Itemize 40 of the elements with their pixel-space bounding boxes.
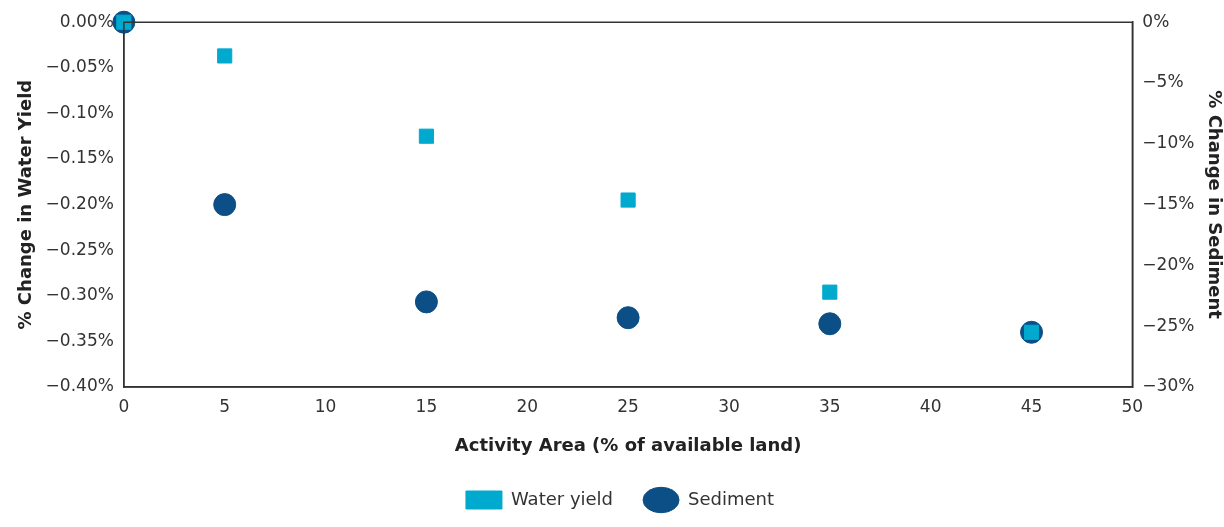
y-tick-label: 0.00% xyxy=(59,10,114,31)
y-tick-label: −0.35% xyxy=(45,329,114,350)
legend-label: Sediment xyxy=(688,487,775,509)
x-tick-label: 50 xyxy=(1121,395,1144,416)
point xyxy=(217,48,233,64)
x-axis-title: Activity Area (% of available land) xyxy=(454,433,802,455)
point xyxy=(414,290,438,314)
y-axis-title: % Change in Water Yield xyxy=(14,79,36,330)
point xyxy=(620,192,636,208)
x-tick-label: 25 xyxy=(617,395,639,416)
y-tick-label: −0.25% xyxy=(45,238,114,259)
x-tick-label: 15 xyxy=(415,395,438,416)
x-tick-label: 0 xyxy=(118,395,130,416)
point xyxy=(418,128,434,144)
x-tick-label: 5 xyxy=(219,395,231,416)
legend-label: Water yield xyxy=(510,487,614,509)
y2-axis-title: % Change in Sediment xyxy=(1204,90,1224,320)
x-tick-label: 40 xyxy=(919,395,942,416)
y-tick-label: −0.05% xyxy=(45,56,114,77)
x-tick-label: 30 xyxy=(718,395,740,416)
y2-tick-label: −30% xyxy=(1142,375,1195,396)
point xyxy=(616,306,640,330)
y-tick-label: −0.15% xyxy=(45,147,114,168)
point xyxy=(213,193,237,217)
y2-tick-label: −20% xyxy=(1142,253,1195,274)
y2-tick-label: −25% xyxy=(1142,314,1195,335)
x-tick-label: 35 xyxy=(818,395,841,416)
point xyxy=(818,312,842,336)
y2-tick-label: −15% xyxy=(1142,193,1195,214)
x-tick-label: 45 xyxy=(1020,395,1043,416)
y2-tick-label: −5% xyxy=(1142,71,1184,92)
y-tick-label: −0.40% xyxy=(45,375,114,396)
x-tick-label: 20 xyxy=(516,395,539,416)
y-tick-label: −0.10% xyxy=(45,101,114,122)
y-tick-label: −0.20% xyxy=(45,193,114,214)
point xyxy=(822,284,838,300)
y-tick-label: −0.30% xyxy=(45,284,114,305)
y2-tick-label: −10% xyxy=(1142,132,1195,153)
y2-tick-label: 0% xyxy=(1142,10,1170,31)
x-tick-label: 10 xyxy=(314,395,337,416)
